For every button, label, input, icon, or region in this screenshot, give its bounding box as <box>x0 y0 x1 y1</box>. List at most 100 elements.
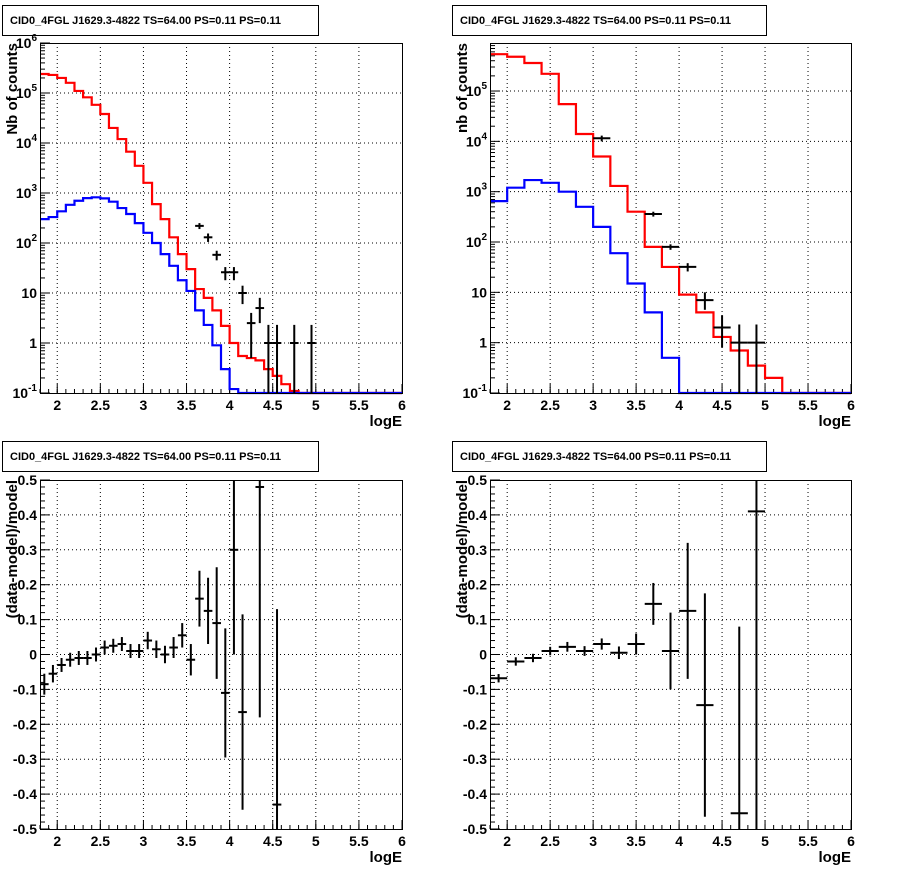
y-tick-label: 0 <box>29 647 37 663</box>
x-tick-label: 3 <box>140 397 148 413</box>
y-tick-label: 0.5 <box>18 472 38 488</box>
total_model-histogram <box>40 72 402 395</box>
y-tick-label: 0.3 <box>18 542 38 558</box>
chart-title: CID0_4FGL J1629.3-4822 TS=64.00 PS=0.11 … <box>460 15 731 27</box>
x-tick-label: 3.5 <box>626 397 646 413</box>
x-tick-label: 5 <box>312 833 320 849</box>
x-tick-label: 4.5 <box>712 833 732 849</box>
chart-title: CID0_4FGL J1629.3-4822 TS=64.00 PS=0.11 … <box>460 451 731 463</box>
plot-frame <box>490 43 852 394</box>
x-tick-label: 2.5 <box>540 833 560 849</box>
x-tick-label: 5 <box>761 397 769 413</box>
y-tick-label: -0.4 <box>13 786 37 802</box>
source_model-histogram <box>490 178 851 395</box>
y-tick-label: 0.4 <box>468 507 488 523</box>
y-tick-label: 104 <box>466 131 488 149</box>
y-axis-label: (data-model)/model <box>454 480 471 618</box>
y-tick-label: 0.1 <box>468 612 488 628</box>
x-tick-label: 6 <box>847 397 855 413</box>
title-box <box>2 441 319 472</box>
y-tick-label: 10-1 <box>463 383 488 401</box>
x-axis-label: logE <box>819 849 852 866</box>
chart-panel-4: CID0_4FGL J1629.3-4822 TS=64.00 PS=0.11 … <box>452 441 855 866</box>
x-tick-label: 4.5 <box>263 833 283 849</box>
y-tick-label: 106 <box>16 33 38 51</box>
y-tick-label: -0.1 <box>13 681 37 697</box>
y-tick-label: 1 <box>29 335 37 351</box>
y-tick-label: 103 <box>466 182 488 200</box>
y-tick-label: 0.4 <box>18 507 38 523</box>
x-tick-label: 4 <box>675 397 683 413</box>
y-axis-label: nb of counts <box>454 43 471 133</box>
x-tick-label: 3 <box>140 833 148 849</box>
title-box <box>452 441 767 472</box>
x-tick-label: 2.5 <box>91 833 111 849</box>
x-tick-label: 3.5 <box>177 397 197 413</box>
y-tick-label: 105 <box>466 81 488 99</box>
y-tick-label: 0.5 <box>468 472 488 488</box>
x-tick-label: 6 <box>847 833 855 849</box>
y-tick-label: 0.2 <box>18 577 38 593</box>
y-tick-label: -0.5 <box>463 821 487 837</box>
x-tick-label: 5.5 <box>349 397 369 413</box>
x-tick-label: 2 <box>503 833 511 849</box>
y-tick-label: 104 <box>16 133 38 151</box>
x-tick-label: 5 <box>761 833 769 849</box>
y-tick-label: 102 <box>16 233 38 251</box>
x-tick-label: 2.5 <box>91 397 111 413</box>
x-tick-label: 5.5 <box>349 833 369 849</box>
y-tick-label: -0.1 <box>463 681 487 697</box>
y-tick-label: 0 <box>479 647 487 663</box>
title-box <box>2 5 319 36</box>
x-tick-label: 6 <box>398 397 406 413</box>
chart-title: CID0_4FGL J1629.3-4822 TS=64.00 PS=0.11 … <box>10 15 281 27</box>
x-tick-label: 5.5 <box>798 397 818 413</box>
chart-panel-2: CID0_4FGL J1629.3-4822 TS=64.00 PS=0.11 … <box>452 5 855 430</box>
x-tick-label: 2 <box>53 833 61 849</box>
plot-frame <box>490 480 852 830</box>
y-tick-label: -0.5 <box>13 821 37 837</box>
y-axis-label: Nb of counts <box>4 43 21 135</box>
y-tick-label: -0.3 <box>13 751 37 767</box>
x-tick-label: 3 <box>589 833 597 849</box>
x-tick-label: 2.5 <box>540 397 560 413</box>
x-tick-label: 4.5 <box>263 397 283 413</box>
y-tick-label: 0.3 <box>468 542 488 558</box>
y-tick-label: 0.2 <box>468 577 488 593</box>
chart-panel-3: CID0_4FGL J1629.3-4822 TS=64.00 PS=0.11 … <box>2 441 406 866</box>
plot-frame <box>40 480 403 830</box>
x-tick-label: 3.5 <box>177 833 197 849</box>
x-tick-label: 5 <box>312 397 320 413</box>
x-axis-label: logE <box>819 413 852 430</box>
y-tick-label: 10-1 <box>13 383 38 401</box>
x-tick-label: 6 <box>398 833 406 849</box>
title-box <box>452 5 767 36</box>
x-tick-label: 5.5 <box>798 833 818 849</box>
y-tick-label: 103 <box>16 183 38 201</box>
x-tick-label: 2 <box>53 397 61 413</box>
plot-frame <box>40 43 403 394</box>
y-tick-label: 1 <box>479 335 487 351</box>
x-axis-label: logE <box>370 849 403 866</box>
chart-title: CID0_4FGL J1629.3-4822 TS=64.00 PS=0.11 … <box>10 451 281 463</box>
y-tick-label: 0.1 <box>18 612 38 628</box>
y-tick-label: -0.4 <box>463 786 487 802</box>
x-tick-label: 4 <box>226 397 234 413</box>
y-axis-label: (data-model)/model <box>4 480 21 618</box>
x-axis-label: logE <box>370 413 403 430</box>
y-tick-label: 10 <box>21 285 37 301</box>
y-tick-label: 10 <box>471 284 487 300</box>
y-tick-label: -0.2 <box>463 716 487 732</box>
x-tick-label: 3 <box>589 397 597 413</box>
y-tick-label: -0.3 <box>463 751 487 767</box>
y-tick-label: 105 <box>16 83 38 101</box>
chart-panel-1: CID0_4FGL J1629.3-4822 TS=64.00 PS=0.11 … <box>2 5 406 430</box>
y-tick-label: -0.2 <box>13 716 37 732</box>
x-tick-label: 3.5 <box>626 833 646 849</box>
source_model-histogram <box>40 196 402 395</box>
y-tick-label: 102 <box>466 232 488 250</box>
x-tick-label: 2 <box>503 397 511 413</box>
x-tick-label: 4 <box>675 833 683 849</box>
x-tick-label: 4.5 <box>712 397 732 413</box>
